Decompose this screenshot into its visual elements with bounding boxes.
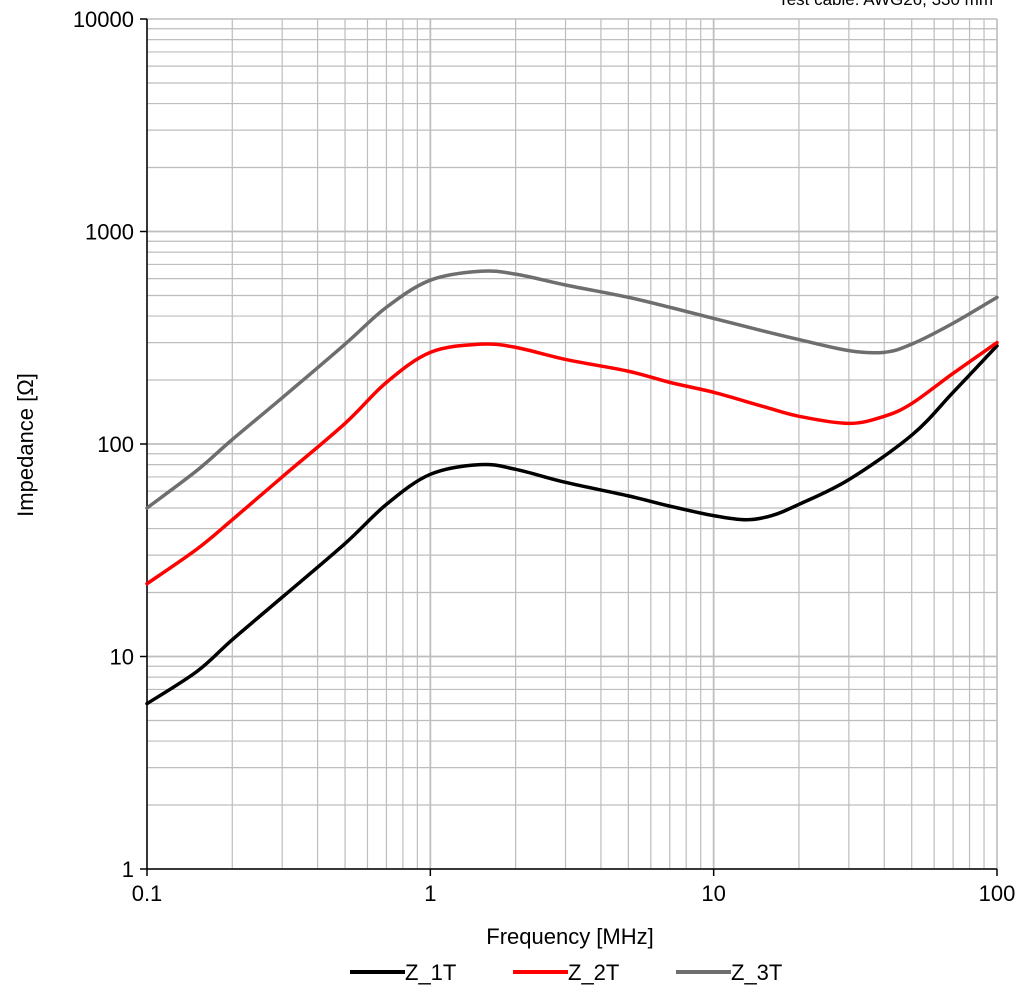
series-line-z-1t	[145, 343, 999, 706]
legend-label-z-3t: Z_3T	[731, 960, 782, 985]
legend-label-z-2t: Z_2T	[568, 960, 619, 985]
series-line-z-3t	[145, 269, 999, 510]
x-tick-label: 10	[701, 881, 725, 906]
legend-label-z-1t: Z_1T	[405, 960, 456, 985]
y-tick-label: 1000	[85, 220, 134, 245]
y-tick-label: 10	[110, 645, 134, 670]
y-tick-label: 100	[97, 432, 134, 457]
y-tick-label: 1	[122, 857, 134, 882]
y-tick-label: 10000	[73, 7, 134, 32]
test-cable-annotation: Test cable: AWG26, 330 mm	[778, 0, 993, 9]
x-tick-label: 100	[979, 881, 1016, 906]
legend: Z_1T Z_2T Z_3T	[350, 960, 782, 985]
x-tick-label: 0.1	[132, 881, 163, 906]
series-layer	[145, 269, 999, 706]
y-axis-title: Impedance [Ω]	[13, 373, 38, 517]
x-axis-title: Frequency [MHz]	[486, 924, 654, 949]
x-tick-label: 1	[424, 881, 436, 906]
series-line-z-2t	[145, 340, 999, 586]
axes	[140, 18, 998, 876]
